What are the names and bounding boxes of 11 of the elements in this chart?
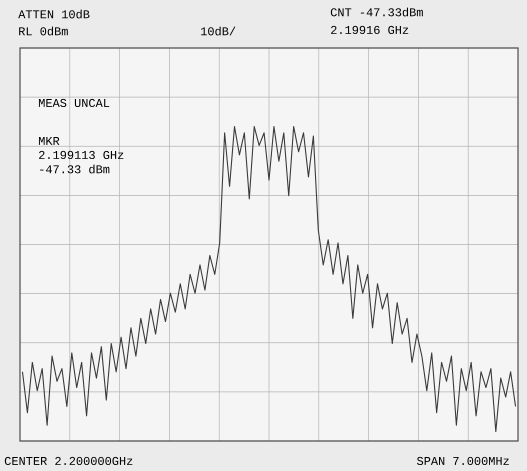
text: 2.19916 GHz — [331, 26, 408, 34]
text: CNT -47.33dBm — [330, 8, 423, 16]
annotation: MKR — [38, 137, 60, 145]
text: MEAS UNCAL — [38, 98, 110, 108]
text: CENTER 2.200000GHz — [4, 456, 132, 466]
text: ATTEN 10dB — [18, 10, 90, 18]
text: RL 0dBm — [19, 26, 68, 36]
text: SPAN 7.000MHz — [417, 456, 509, 466]
text: 10dB/ — [201, 26, 236, 36]
annotation: 2.199113 GHz — [39, 150, 124, 160]
annotation: -47.33 dBm — [40, 164, 110, 174]
